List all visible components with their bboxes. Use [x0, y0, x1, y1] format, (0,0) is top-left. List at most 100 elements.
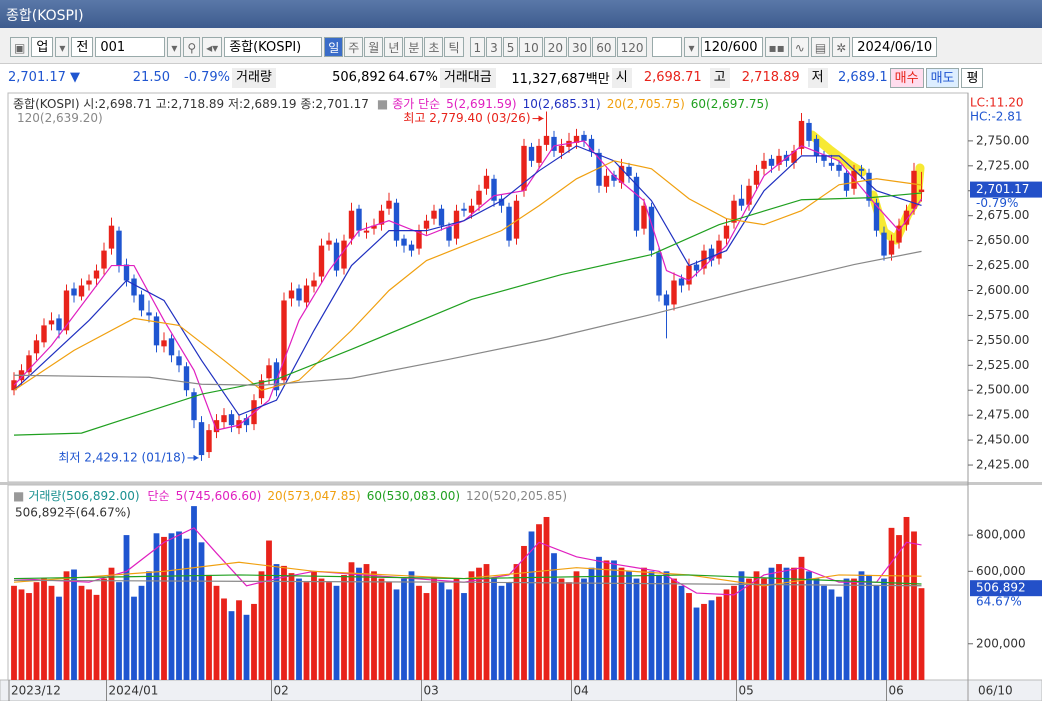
volume-bar [566, 582, 572, 680]
legend: ■ 거래량(506,892.00) 단순 5(745,606.60) 20(573,04… [13, 489, 567, 503]
legend-entry: 120(520,205.85) [466, 489, 567, 503]
volume-rate: 64.67% [388, 70, 438, 85]
candle-body [348, 210, 355, 239]
sound[interactable]: ◂▾ [202, 37, 223, 57]
volume-bar [551, 553, 557, 680]
toolbar-button[interactable]: 년 [384, 37, 404, 57]
candle-body [498, 198, 505, 206]
code[interactable]: 001 [95, 37, 166, 57]
moving-average [13, 250, 922, 386]
candle-body [243, 418, 250, 426]
volume-bar [596, 556, 602, 680]
empty[interactable] [652, 37, 683, 57]
rate: -0.79% [184, 70, 230, 85]
y-tick-label: 2,450.00 [976, 433, 1029, 447]
last-volume-box [970, 580, 1042, 597]
candle-body [198, 422, 205, 456]
candle-body [603, 175, 610, 187]
icon[interactable]: ▪▪ [764, 37, 789, 57]
candle-body [836, 164, 842, 171]
volume-bar [491, 578, 497, 680]
volume-bar [116, 582, 122, 680]
candle-body [866, 172, 872, 201]
toolbar-button[interactable]: 60 [592, 37, 616, 57]
icon[interactable]: ∿ [790, 37, 809, 57]
toolbar-button[interactable]: 10 [519, 37, 543, 57]
icon[interactable]: ▤ [810, 37, 831, 57]
volume-bar [468, 571, 475, 680]
icon[interactable]: ✲ [832, 37, 851, 57]
candle-body [716, 240, 722, 259]
y-tick-label: 2,625.00 [976, 258, 1029, 272]
legend-entry: 60(530,083.00) [367, 489, 460, 503]
candle-body [768, 158, 775, 166]
legend-entry: 120(2,639.20) [17, 111, 103, 125]
volume-bar [641, 567, 647, 680]
search[interactable]: ⚲ [183, 37, 201, 57]
volume-bar [296, 578, 302, 680]
volume-bar [663, 571, 670, 680]
volume-bar [753, 571, 760, 680]
volume-bar [41, 578, 47, 680]
candle-body [221, 415, 227, 423]
volume-bar [461, 593, 467, 680]
volume-bar [131, 596, 137, 680]
volume-bar [536, 524, 542, 680]
toolbar-button[interactable]: 틱 [444, 37, 464, 57]
candle-body [888, 240, 895, 255]
legend-title: 종합(KOSPI) 시:2,698.71 고:2,718.89 저:2,689.… [13, 97, 369, 111]
dropdown[interactable]: ▾ [55, 37, 70, 57]
candle-body [476, 190, 482, 205]
dropdown[interactable]: ▾ [684, 37, 699, 57]
pane-divider [0, 482, 1042, 485]
volume-bar [701, 603, 707, 680]
count[interactable]: 120/600 [700, 37, 763, 57]
volume-bar [431, 578, 437, 680]
legend-subtitle: 506,892주(64.67%) [15, 506, 131, 520]
prev[interactable]: 전 [71, 37, 94, 57]
toolbar-button[interactable]: 30 [568, 37, 592, 57]
low: 2,689.1 [838, 70, 888, 85]
volume-bar [101, 578, 107, 680]
buy[interactable]: 매수 [889, 67, 924, 88]
window-title: 종합(KOSPI) [6, 8, 84, 24]
toolbar-button[interactable]: 1 [469, 37, 486, 57]
market[interactable]: 업 [31, 37, 54, 57]
toolbar-button[interactable]: 5 [502, 37, 519, 57]
candle-body [813, 138, 820, 156]
sell[interactable]: 매도 [925, 67, 960, 88]
candle-body [491, 178, 497, 201]
icon[interactable]: ▣ [10, 37, 30, 57]
open: 2,698.71 [643, 70, 702, 85]
toolbar-button[interactable]: 월 [364, 37, 384, 57]
change: 21.50 [132, 70, 170, 85]
more[interactable]: 평 [961, 67, 984, 88]
date[interactable]: 2024/06/10 [852, 37, 938, 57]
candle-body [453, 210, 460, 239]
toolbar-button[interactable]: 주 [344, 37, 364, 57]
y-tick-label: 2,600.00 [976, 283, 1029, 297]
x-tick-label: 02 [274, 684, 289, 698]
y-tick-label: 600,000 [976, 564, 1026, 578]
moving-average [13, 145, 922, 416]
volume-bar [543, 516, 550, 680]
dropdown[interactable]: ▾ [167, 37, 182, 57]
toolbar-button[interactable]: 초 [424, 37, 444, 57]
x-tick-label: 2024/01 [109, 684, 159, 698]
toolbar-button[interactable]: 3 [486, 37, 502, 57]
candle-body [206, 430, 212, 453]
volume-bar [858, 571, 865, 680]
name[interactable]: 종합(KOSPI) [224, 37, 323, 57]
y-tick-label: 2,725.00 [976, 158, 1029, 172]
candle-body [918, 189, 925, 193]
toolbar-button[interactable]: 일 [324, 37, 344, 57]
price: 2,701.17 ▼ [8, 70, 81, 85]
candle-body [191, 392, 197, 421]
candle-body [851, 170, 857, 189]
toolbar-button[interactable]: 120 [616, 37, 648, 57]
volume-bar [318, 578, 325, 680]
volume-bar [678, 585, 685, 680]
toolbar-button[interactable]: 20 [543, 37, 567, 57]
toolbar-button[interactable]: 분 [404, 37, 424, 57]
volume-bar [108, 567, 115, 680]
